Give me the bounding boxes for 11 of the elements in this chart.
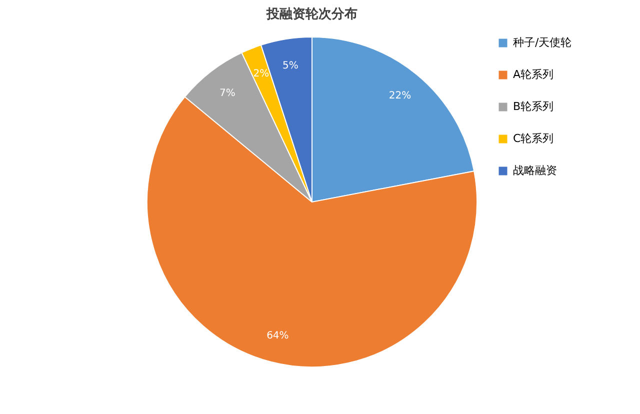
legend-label: 战略融资	[513, 164, 557, 177]
legend-label: B轮系列	[513, 100, 554, 113]
chart-title: 投融资轮次分布	[266, 7, 358, 22]
legend-label: A轮系列	[513, 68, 554, 81]
data-label: 2%	[253, 68, 270, 80]
legend-label: 种子/天使轮	[513, 36, 572, 49]
data-label: 64%	[266, 330, 289, 342]
data-label: 22%	[388, 90, 412, 102]
legend-label: C轮系列	[513, 132, 554, 145]
data-label: 7%	[219, 88, 236, 99]
data-label: 5%	[282, 60, 298, 72]
